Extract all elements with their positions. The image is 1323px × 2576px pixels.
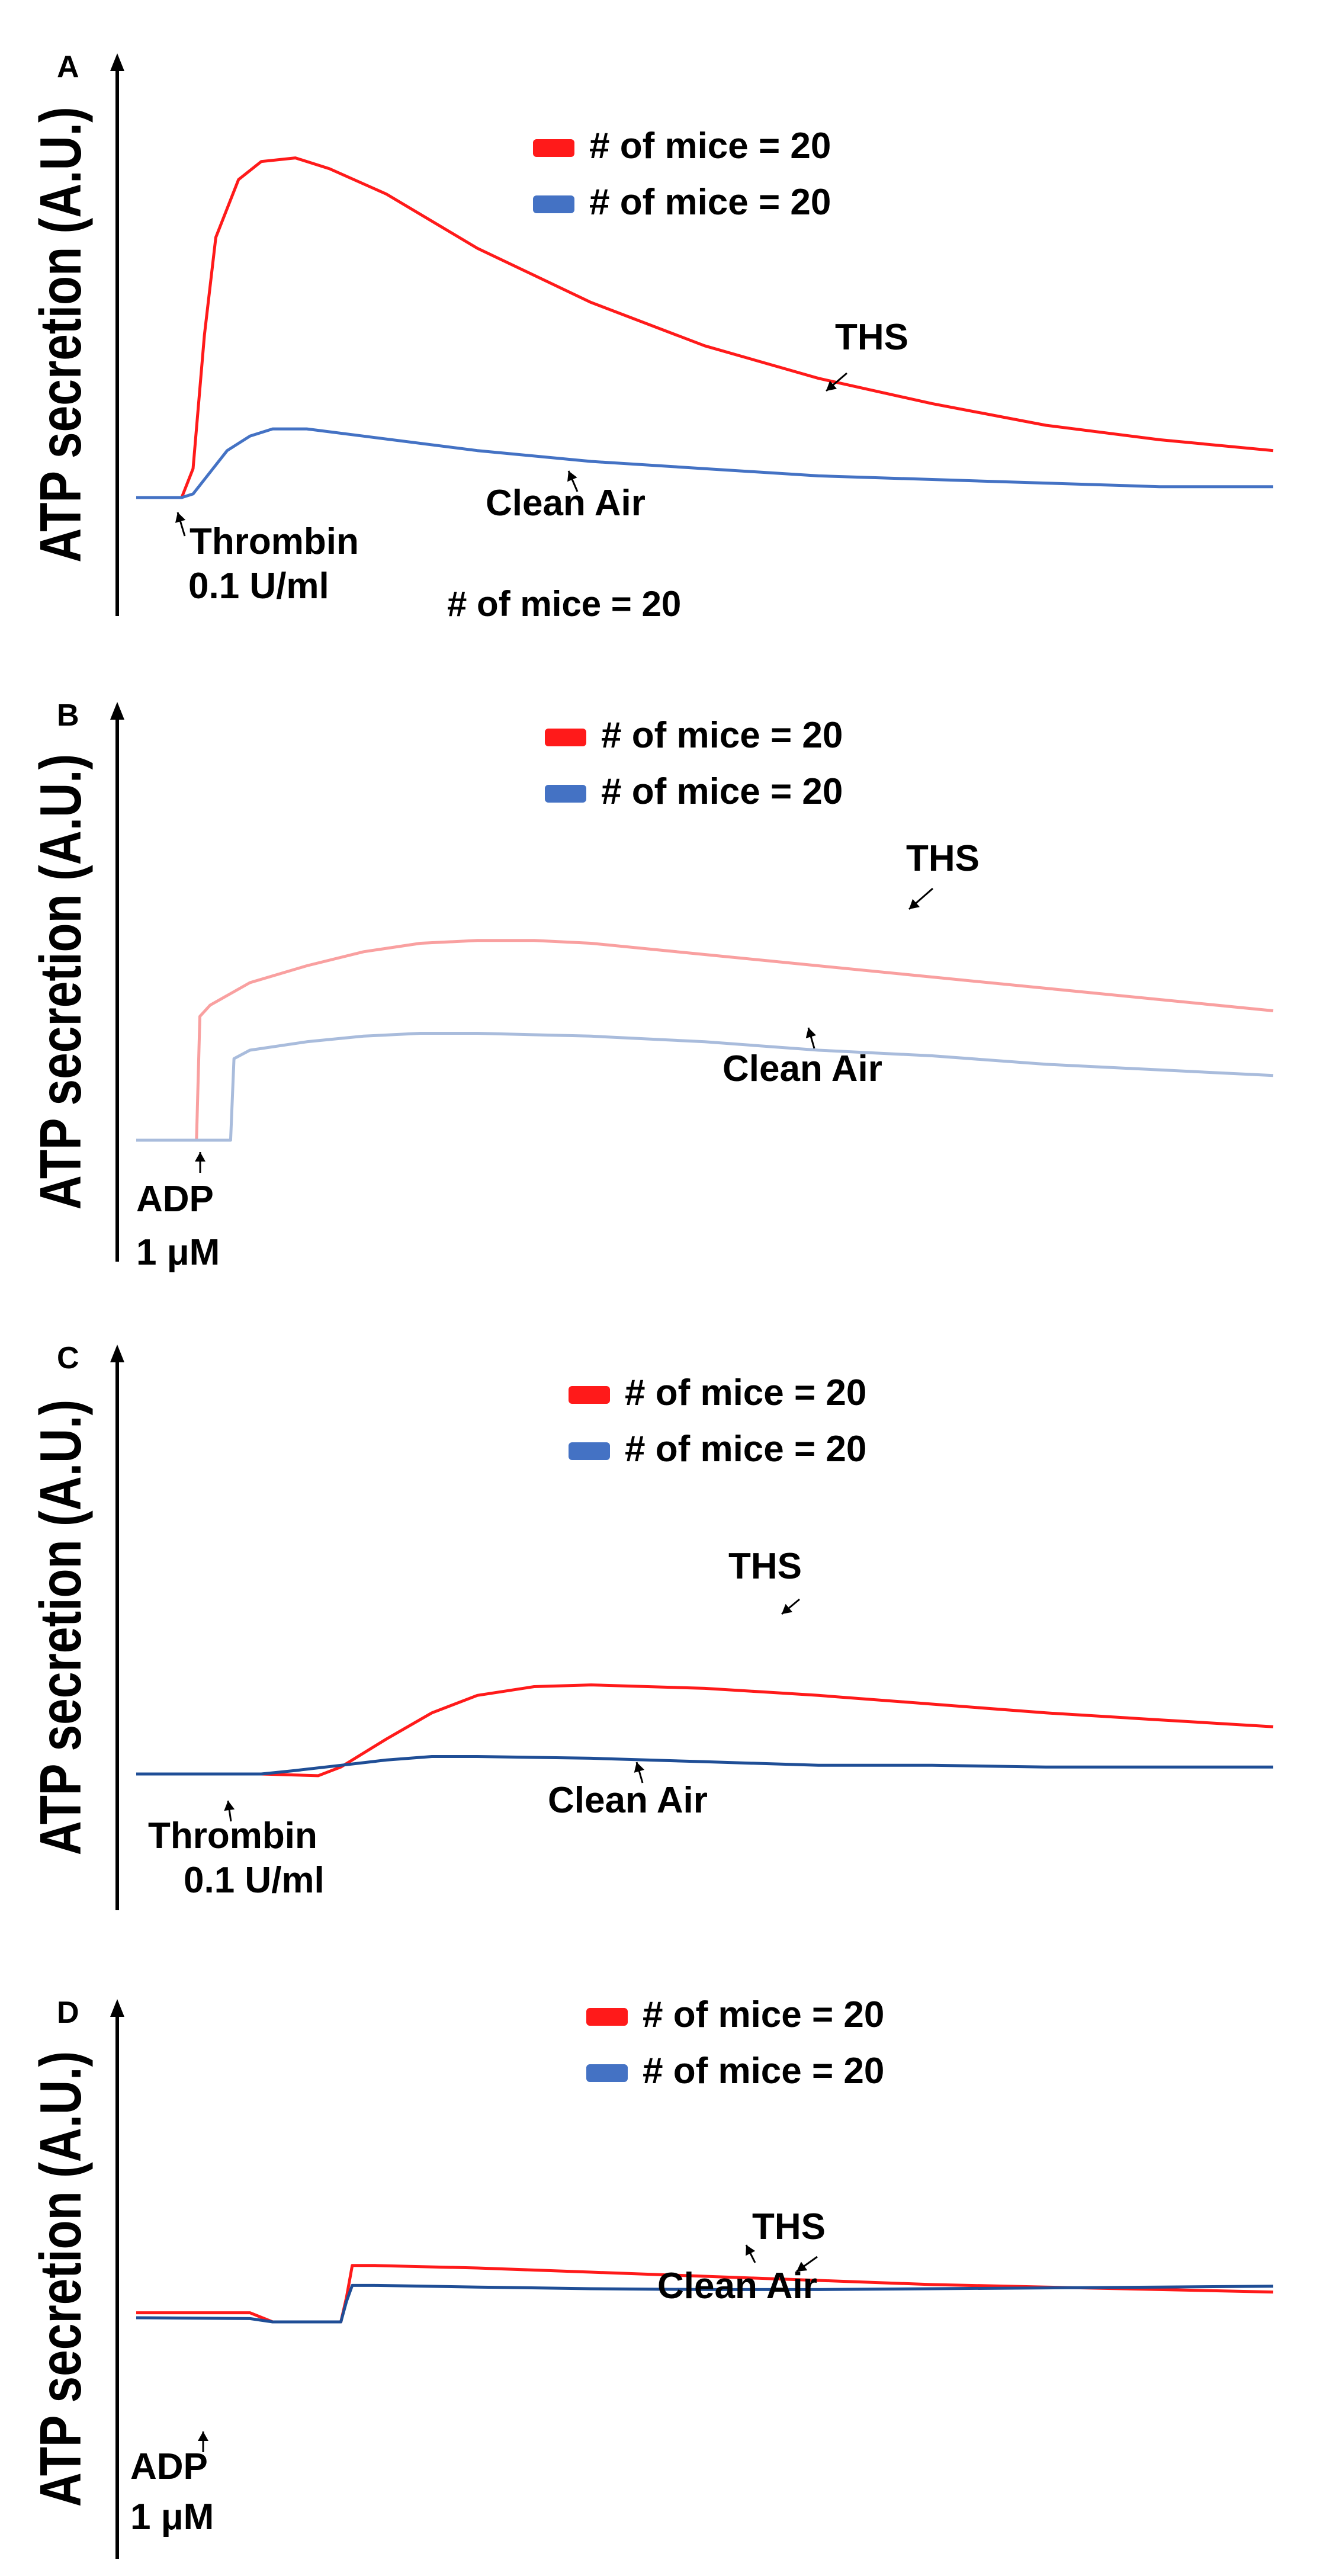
series-line-ths xyxy=(136,1683,1274,1778)
series-line-clean-air xyxy=(136,1755,1273,1776)
annotation-ths: THS xyxy=(728,1546,802,1587)
stimulus-label: ADP xyxy=(130,2446,208,2487)
annotation-ths-arrow-head xyxy=(782,1603,793,1614)
series-line-ths xyxy=(136,939,1274,1142)
series-line-clean-air xyxy=(136,1032,1274,1142)
legend-swatch xyxy=(586,2064,628,2082)
legend-swatch xyxy=(545,729,586,746)
panel-letter: B xyxy=(57,698,79,733)
stimulus-concentration: 0.1 U/ml xyxy=(188,566,329,607)
annotation-clean-air-arrow-head xyxy=(567,471,577,482)
y-axis-arrow-icon xyxy=(110,1999,124,2017)
legend-label: # of mice = 20 xyxy=(643,2051,884,2091)
annotation-ths-arrow-head xyxy=(826,380,837,391)
chart-panel-b: B ATP secretion (A.U.) # of mice = 20 # of … xyxy=(28,698,1274,1273)
legend-swatch xyxy=(569,1442,610,1460)
stimulus-concentration: 1 μM xyxy=(136,1232,220,1273)
legend-label: # of mice = 20 xyxy=(601,771,843,812)
annotation-clean-air-arrow-head xyxy=(634,1762,645,1773)
annotation-ths: THS xyxy=(906,838,980,879)
legend-swatch xyxy=(545,785,586,803)
stimulus-label: ADP xyxy=(136,1179,214,1220)
series-line-ths xyxy=(136,2264,1274,2324)
y-axis-arrow-icon xyxy=(110,53,124,71)
chart-panel-a: A ATP secretion (A.U.) # of mice = 20 # of … xyxy=(28,50,1274,624)
annotation-ths: THS xyxy=(835,317,908,358)
stimulus-arrow-head xyxy=(224,1801,235,1811)
annotation-clean-air: Clean Air xyxy=(722,1048,882,1089)
legend-swatch xyxy=(586,2008,628,2026)
chart-panel-d: D ATP secretion (A.U.) # of mice = 20 # of … xyxy=(28,1994,1274,2559)
annotation-clean-air: Clean Air xyxy=(548,1780,708,1821)
y-axis-label: ATP secretion (A.U.) xyxy=(28,2051,92,2507)
stimulus-concentration: 0.1 U/ml xyxy=(184,1860,325,1901)
legend-swatch xyxy=(569,1386,610,1404)
legend-swatch xyxy=(533,139,574,157)
legend-label: # of mice = 20 xyxy=(625,1429,866,1470)
y-axis-arrow-icon xyxy=(110,702,124,720)
panel-letter: A xyxy=(57,50,79,84)
y-axis-label: ATP secretion (A.U.) xyxy=(28,107,92,562)
stimulus-arrow-head xyxy=(175,512,186,523)
legend-swatch xyxy=(533,195,574,213)
legend-label: # of mice = 20 xyxy=(643,1994,884,2035)
series-line-clean-air xyxy=(136,427,1273,499)
annotation-clean-air: Clean Air xyxy=(657,2266,817,2306)
legend-label: # of mice = 20 xyxy=(589,182,831,223)
annotation-clean-air: Clean Air xyxy=(486,483,646,524)
panel-letter: C xyxy=(57,1341,79,1375)
series-line-clean-air xyxy=(136,2283,1274,2324)
panel-letter: D xyxy=(57,1996,79,2030)
annotation-clean-air-arrow-head xyxy=(805,1028,817,1038)
sample-size-note: # of mice = 20 xyxy=(447,584,681,624)
annotation-ths-arrow-head xyxy=(909,899,920,909)
y-axis-label: ATP secretion (A.U.) xyxy=(28,754,92,1210)
stimulus-arrow-head xyxy=(195,1152,205,1162)
legend-label: # of mice = 20 xyxy=(625,1372,866,1413)
legend-label: # of mice = 20 xyxy=(601,715,843,756)
stimulus-arrow-head xyxy=(198,2431,208,2441)
annotation-ths-arrow-head xyxy=(797,2261,808,2272)
series-line-ths xyxy=(136,156,1274,499)
chart-panel-c: C ATP secretion (A.U.) # of mice = 20 # of … xyxy=(28,1341,1274,1910)
y-axis-label: ATP secretion (A.U.) xyxy=(28,1400,92,1855)
stimulus-label: Thrombin xyxy=(190,521,359,562)
annotation-clean-air-arrow-head xyxy=(746,2245,756,2256)
stimulus-concentration: 1 μM xyxy=(130,2497,214,2537)
annotation-ths: THS xyxy=(752,2206,826,2247)
y-axis-arrow-icon xyxy=(110,1345,124,1362)
stimulus-label: Thrombin xyxy=(148,1815,317,1856)
legend-label: # of mice = 20 xyxy=(589,126,831,166)
